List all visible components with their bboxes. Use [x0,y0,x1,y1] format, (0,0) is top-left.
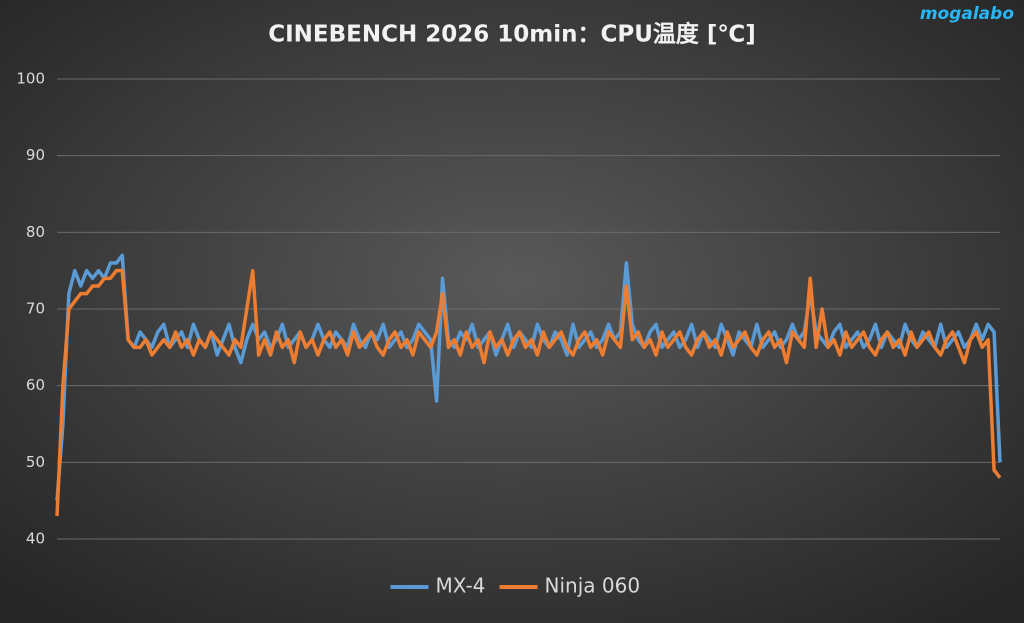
legend-label: Ninja 060 [545,574,641,598]
y-tick-label: 50 [26,453,45,471]
y-tick-label: 80 [26,223,45,241]
legend-label: MX-4 [436,574,486,598]
grid: 40 50 60 70 80 90 100 [16,70,1000,548]
y-tick-label: 70 [26,300,45,318]
legend: MX-4 Ninja 060 [390,574,641,598]
logo: mogalabo [920,4,1015,24]
plot [55,253,1002,517]
y-tick-label: 100 [16,70,45,88]
y-tick-label: 60 [26,376,45,394]
chart-title: CINEBENCH 2026 10min：CPU温度 [℃] [268,21,756,48]
y-tick-label: 40 [26,530,45,548]
y-tick-label: 90 [26,146,45,164]
series-line [55,268,1002,517]
